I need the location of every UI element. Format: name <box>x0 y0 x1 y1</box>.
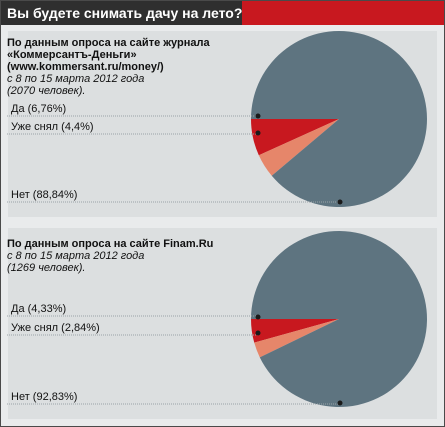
survey-2-dates-line: с 8 по 15 марта 2012 года <box>7 250 145 262</box>
chart-2-label-dot <box>255 314 261 320</box>
chart-1-slice-no <box>251 30 427 207</box>
survey-1-count-line: (2070 человек). <box>7 85 86 97</box>
chart-2-label-dot <box>337 400 343 406</box>
question-title: Вы будете снимать дачу на лето? <box>7 5 243 21</box>
survey-2-title-line: По данным опроса на сайте Finam.Ru <box>7 238 214 250</box>
chart-2-slice-yes <box>251 319 339 343</box>
chart-1-data-label: Уже снял (4,4%) <box>11 121 94 133</box>
chart-2-data-label: Да (4,33%) <box>11 303 66 315</box>
survey-1-url-line: (www.kommersant.ru/money/) <box>7 61 164 73</box>
chart-1-label-dot <box>255 113 261 119</box>
chart-1-slice-yes <box>251 119 339 156</box>
chart-1-label-dot <box>337 199 343 205</box>
chart-1-label-dot <box>255 130 261 136</box>
chart-2-slice-rented <box>254 319 339 358</box>
survey-1-dates-line: с 8 по 15 марта 2012 года <box>7 73 145 85</box>
chart-2-label-dot <box>255 330 261 336</box>
chart-2-data-label: Нет (92,83%) <box>11 391 77 403</box>
chart-1-slice-rented <box>258 119 339 176</box>
header-accent <box>242 1 444 25</box>
chart-1-data-label: Да (6,76%) <box>11 103 66 115</box>
survey-2-note: По данным опроса на сайте Finam.Ru с 8 п… <box>7 238 213 274</box>
survey-2-count-line: (1269 человек). <box>7 262 86 274</box>
chart-2-slice-no <box>251 231 428 408</box>
chart-2-data-label: Уже снял (2,84%) <box>11 322 100 334</box>
survey-1-title-line: По данным опроса на сайте журнала <box>7 37 210 49</box>
survey-1-note: По данным опроса на сайте журнала «Комме… <box>7 37 210 97</box>
survey-1-source-line: «Коммерсантъ-Деньги» <box>7 49 137 61</box>
chart-1-data-label: Нет (88,84%) <box>11 189 77 201</box>
